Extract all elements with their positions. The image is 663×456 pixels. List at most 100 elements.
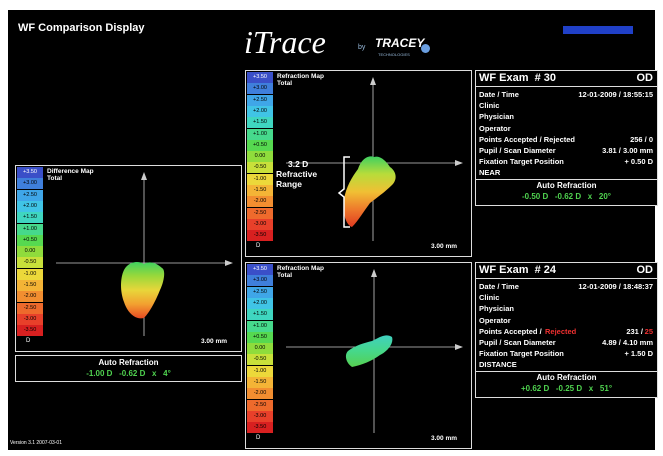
separator [476,278,657,279]
exam-row-value: 4.89 / 4.10 mm [602,338,653,347]
scale-cell: -2.50 [17,302,43,314]
auto-refraction-values: -1.00 D -0.62 D x 4° [86,369,171,378]
range-annotation: Refractive [276,169,318,179]
exam-row-label: Physician [479,112,515,122]
exam-row-label: Fixation Target Position [479,349,564,359]
exam-panel: WF Exam # 24 OD Date / Time 12-01-2009 / 18… [475,262,658,398]
scale-cell: -3.50 [247,422,273,434]
map-subtitle: Total [47,175,63,182]
scale-cell: -3.00 [247,218,273,230]
scale-cell: +2.00 [247,105,273,117]
scale-cell: +3.50 [247,72,273,83]
scale-cell: 0.00 [247,151,273,163]
scale-cell: -1.50 [247,377,273,388]
logo-sub: TECHNOLOGIES [378,52,410,57]
scale-cell: +2.00 [247,297,273,309]
scale-cell: -1.50 [17,280,43,291]
auto-refraction-title: Auto Refraction [98,358,159,367]
separator [476,179,657,180]
scale-cell: +0.50 [247,139,273,151]
scale-cell: +0.50 [247,331,273,343]
map-plot [286,77,463,241]
screen: WF Comparison Display iTrace by TRACEY T… [8,10,658,450]
separator [476,371,657,372]
exam-row-label: Pupil / Scan Diameter [479,146,556,155]
brace [337,156,350,228]
logo-dot [421,44,430,53]
exam-row-label: Operator [479,315,511,325]
scale-cell: +2.00 [17,200,43,212]
exam-row-value: 12-01-2009 / 18:48:37 [578,282,653,291]
exam-row-label: Points Accepted / [479,326,542,336]
scale-cell: -2.00 [17,291,43,303]
scale-cell: -3.00 [247,410,273,422]
exam-row-value: 231 / [626,326,643,336]
scale-cell: +2.50 [247,286,273,298]
map-subtitle: Total [277,272,293,279]
scale-cell: 0.00 [247,343,273,355]
scale-cell: +1.00 [247,320,273,332]
map-subtitle: Total [277,80,293,87]
scale-cell: +0.50 [17,234,43,246]
scale-cell: -1.00 [247,365,273,377]
range-annotation: Range [276,179,302,189]
scale-cell: +2.50 [247,94,273,106]
separator [476,86,657,87]
exam-eye: OD [636,72,654,84]
exam-row-label: DISTANCE [479,360,517,370]
arrow [141,172,233,266]
map-panel: +3.50 +3.00 +2.50 +2.00 +1.50 +1.00 +0.50 0.00-… [245,262,472,449]
map-size: 3.00 mm [201,338,228,345]
scale-cell: +3.00 [17,178,43,190]
scale-unit: D [256,435,261,441]
map-title: Difference Map [47,168,94,175]
map-title: Refraction Map [277,265,324,272]
range-brace [337,156,350,228]
scale-cell: +1.50 [17,212,43,224]
redacted-name [563,26,633,34]
scale-cell: +1.50 [247,309,273,321]
version: Version 3.1 2007-03-01 [10,440,62,446]
exam-row-label: Date / Time [479,282,519,291]
exam-eye: OD [636,264,654,276]
scale-cell: -1.00 [17,268,43,280]
wavefront-map [345,335,393,367]
scale-cell: +1.00 [247,128,273,140]
map-title: Refraction Map [277,73,324,80]
auto-refraction-title: Auto Refraction [536,373,597,382]
map-plot [286,269,463,433]
scale-cell: -3.50 [247,230,273,242]
exam-row-value: 12-01-2009 / 18:55:15 [578,90,653,99]
window-title: WF Comparison Display [18,22,145,34]
scale-cell: -1.50 [247,185,273,196]
scale-unit: D [26,338,31,344]
map-panel: +3.50 +3.00 +2.50 +2.00 +1.50 +1.00 +0.50 0.00-… [15,165,242,352]
logo-brand: TRACEY [375,36,425,50]
exam-title: WF Exam # 24 [479,264,557,276]
scale-cell: -2.00 [247,196,273,208]
scale-cell: -3.50 [17,325,43,337]
exam-row-label: Points Accepted / Rejected [479,134,575,144]
scale-cell: -0.50 [247,162,273,174]
scale-cell: +1.00 [17,223,43,235]
exam-row-value: + 0.50 D [624,157,653,167]
exam-row-value: 3.81 / 3.00 mm [602,146,653,155]
exam-row-label-alert: Rejected [545,326,577,336]
exam-row-value-alert: 25 [644,326,653,336]
auto-refraction-title: Auto Refraction [536,181,597,190]
scale-cell: +3.50 [17,167,43,178]
exam-panel: WF Exam # 30 OD Date / Time 12-01-2009 / 18… [475,70,658,206]
exam-row-label: Clinic [479,293,500,303]
exam-row-label: Clinic [479,101,500,111]
map-size: 3.00 mm [431,435,458,442]
exam-row-label: Pupil / Scan Diameter [479,338,556,347]
exam-row-label: Date / Time [479,90,519,99]
wavefront-map [121,262,165,319]
map-panel: +3.50 +3.00 +2.50 +2.00 +1.50 +1.00 +0.50 0.00-… [245,70,472,257]
scale-cell: +3.50 [247,264,273,275]
exam-row-label: Physician [479,304,515,314]
scale-cell: -0.50 [17,257,43,269]
exam-row-label: Operator [479,123,511,133]
auto-refraction-values: +0.62 D -0.25 D x 51° [520,384,613,393]
logo-by: by [358,44,366,51]
